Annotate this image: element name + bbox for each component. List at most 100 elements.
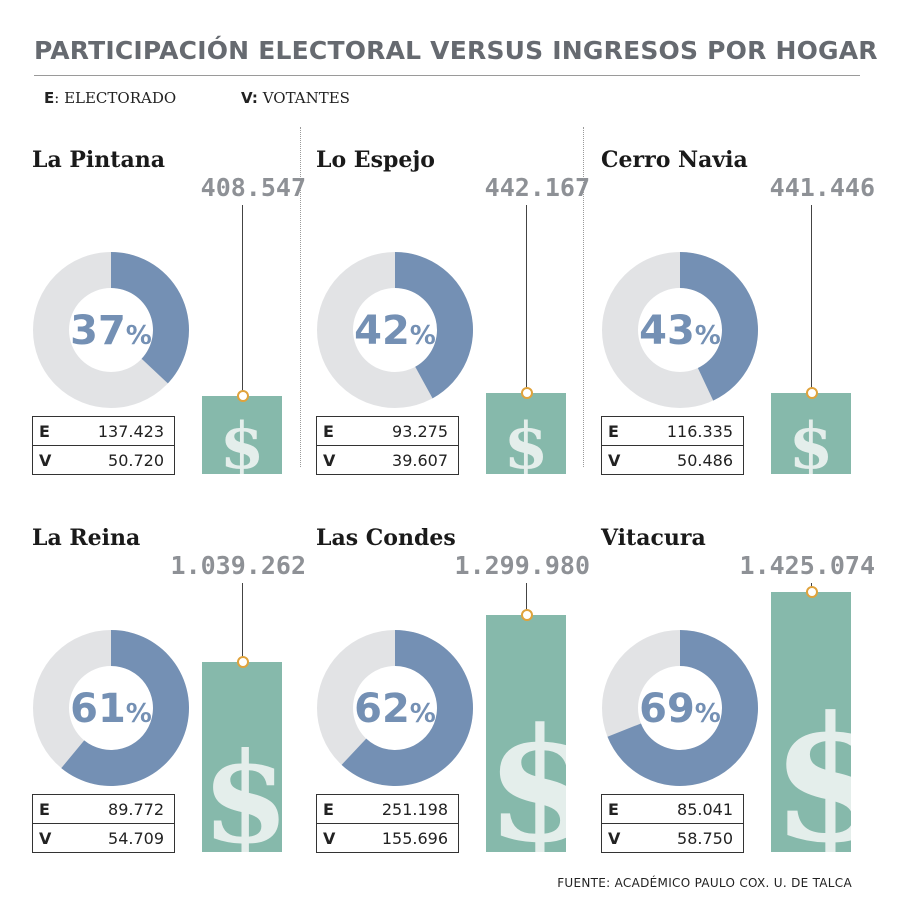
stats-table: E 93.275 V 39.607 [316,416,459,475]
participation-percent: 61% [70,686,152,732]
participation-donut: 42% [317,252,473,408]
stats-label: V [323,829,336,848]
stats-value-electorado: 137.423 [97,422,164,441]
stats-row-electorado: E 93.275 [317,417,458,445]
participation-percent: 62% [354,686,436,732]
dollar-icon: $ [788,409,834,475]
participation-donut: 43% [602,252,758,408]
participation-donut: 61% [33,630,189,786]
comuna-panel: La Pintana $408.547 37% E 137.423 V 50.720 [32,147,322,527]
stats-value-votantes: 50.720 [108,451,164,470]
column-separator [300,127,301,467]
legend-e-key: E [44,89,55,107]
comuna-panel: Lo Espejo $442.167 42% E 93.275 V 39.607 [316,147,606,527]
stats-row-electorado: E 89.772 [33,795,174,823]
stats-value-electorado: 85.041 [677,800,733,819]
stats-value-votantes: 54.709 [108,829,164,848]
comuna-name: Las Condes [316,525,456,551]
legend-electorado: E: ELECTORADO [44,89,176,107]
stats-label: V [608,829,621,848]
income-label: 442.167 [484,173,590,202]
donut-voters-segment [111,252,189,384]
participation-percent: 69% [639,686,721,732]
stats-label: E [323,800,334,819]
stats-table: E 251.198 V 155.696 [316,794,459,853]
participation-percent: 37% [70,308,152,354]
income-bar: $ [771,592,851,852]
stats-row-votantes: V 155.696 [317,823,458,852]
stats-row-votantes: V 39.607 [317,445,458,474]
dollar-icon: $ [486,694,566,853]
stats-value-votantes: 50.486 [677,451,733,470]
income-label: 441.446 [769,173,875,202]
income-bar: $ [771,393,851,474]
stats-label: E [323,422,334,441]
income-leader-line [242,205,243,396]
income-leader-line [526,205,527,393]
income-leader-line [242,583,243,662]
percent-sign: % [410,321,436,351]
stats-label: E [608,422,619,441]
income-label: 1.039.262 [170,551,306,580]
income-label: 1.299.980 [454,551,590,580]
stats-label: V [39,451,52,470]
income-pin-marker [806,387,818,399]
donut-voters-segment [680,252,758,401]
participation-donut: 62% [317,630,473,786]
stats-value-electorado: 251.198 [381,800,448,819]
participation-donut: 69% [602,630,758,786]
donut-voters-segment [341,630,473,786]
stats-table: E 89.772 V 54.709 [32,794,175,853]
title-divider [34,75,860,76]
percent-sign: % [126,321,152,351]
participation-value: 61 [70,686,126,732]
chart-title: PARTICIPACIÓN ELECTORAL VERSUS INGRESOS … [34,36,878,65]
participation-percent: 43% [639,308,721,354]
stats-label: E [39,422,50,441]
stats-value-votantes: 155.696 [381,829,448,848]
stats-row-votantes: V 50.486 [602,445,743,474]
dollar-icon: $ [202,726,282,853]
comuna-name: Cerro Navia [601,147,748,173]
percent-sign: % [695,699,721,729]
stats-table: E 116.335 V 50.486 [601,416,744,475]
participation-percent: 42% [354,308,436,354]
stats-row-votantes: V 50.720 [33,445,174,474]
stats-table: E 85.041 V 58.750 [601,794,744,853]
participation-value: 37 [70,308,126,354]
percent-sign: % [126,699,152,729]
stats-label: V [323,451,336,470]
percent-sign: % [695,321,721,351]
donut-voters-segment [61,630,189,786]
participation-value: 62 [354,686,410,732]
stats-row-electorado: E 116.335 [602,417,743,445]
dollar-icon: $ [503,409,549,475]
stats-row-votantes: V 58.750 [602,823,743,852]
income-leader-line [526,583,527,615]
income-bar: $ [486,393,566,474]
dollar-icon: $ [771,678,851,853]
income-pin-marker [521,387,533,399]
participation-value: 43 [639,308,695,354]
comuna-name: La Reina [32,525,141,551]
income-pin-marker [237,656,249,668]
stats-row-electorado: E 137.423 [33,417,174,445]
stats-label: V [608,451,621,470]
participation-value: 69 [639,686,695,732]
donut-voters-segment [395,252,473,399]
stats-value-electorado: 93.275 [392,422,448,441]
income-pin-marker [237,390,249,402]
participation-value: 42 [354,308,410,354]
income-bar: $ [486,615,566,852]
income-pin-marker [806,586,818,598]
income-bar: $ [202,396,282,474]
income-label: 1.425.074 [739,551,875,580]
stats-value-votantes: 39.607 [392,451,448,470]
donut-voters-segment [607,630,758,786]
comuna-name: La Pintana [32,147,165,173]
stats-value-electorado: 89.772 [108,800,164,819]
income-leader-line [811,205,812,393]
income-pin-marker [521,609,533,621]
income-bar: $ [202,662,282,852]
stats-row-electorado: E 251.198 [317,795,458,823]
